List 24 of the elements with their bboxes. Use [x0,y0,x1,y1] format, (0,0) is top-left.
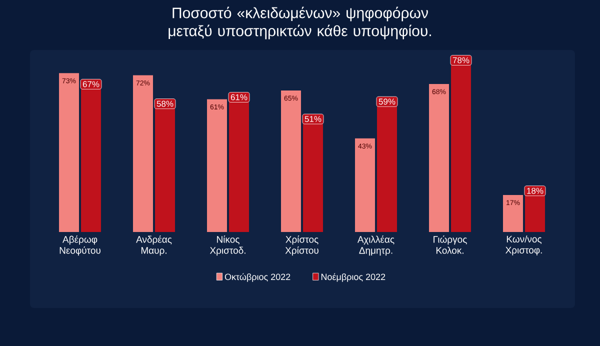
legend-label: Νοέμβριος 2022 [321,273,386,282]
chart-title: Ποσοστό «κλειδωμένων» ψηφοφόρων μεταξύ υποστηρικτών κάθε υποψηφίου. [168,6,431,40]
x-tick-label: Γιώργος Κολοκ. [434,236,467,254]
data-label: 67% [82,81,100,88]
x-tick-label: Αβέρωφ Νεοφύτου [60,236,100,256]
bar [355,138,375,232]
bar [59,73,80,232]
x-tick-label: Ανδρέας Μαυρ. [136,236,172,256]
x-tick-label: Αχιλλέας Δημητρ. [357,236,394,256]
data-label: 78% [452,57,470,64]
data-label: 59% [378,98,396,105]
data-label: 51% [304,116,322,122]
x-tick-label: Χρίστος Χρίστου [285,236,318,256]
data-label: 18% [527,188,544,194]
legend-label: Οκτώβριος 2022 [224,273,290,282]
x-tick-label: Κων/νος Χριστοφ. [506,236,542,256]
bar [503,195,523,232]
bar [281,90,301,232]
bar [133,75,153,232]
data-label: 58% [156,100,174,107]
bar [429,84,449,232]
x-tick-label: Νίκος Χριστοδ. [210,236,246,256]
data-label: 61% [230,94,248,100]
bar [207,99,227,232]
